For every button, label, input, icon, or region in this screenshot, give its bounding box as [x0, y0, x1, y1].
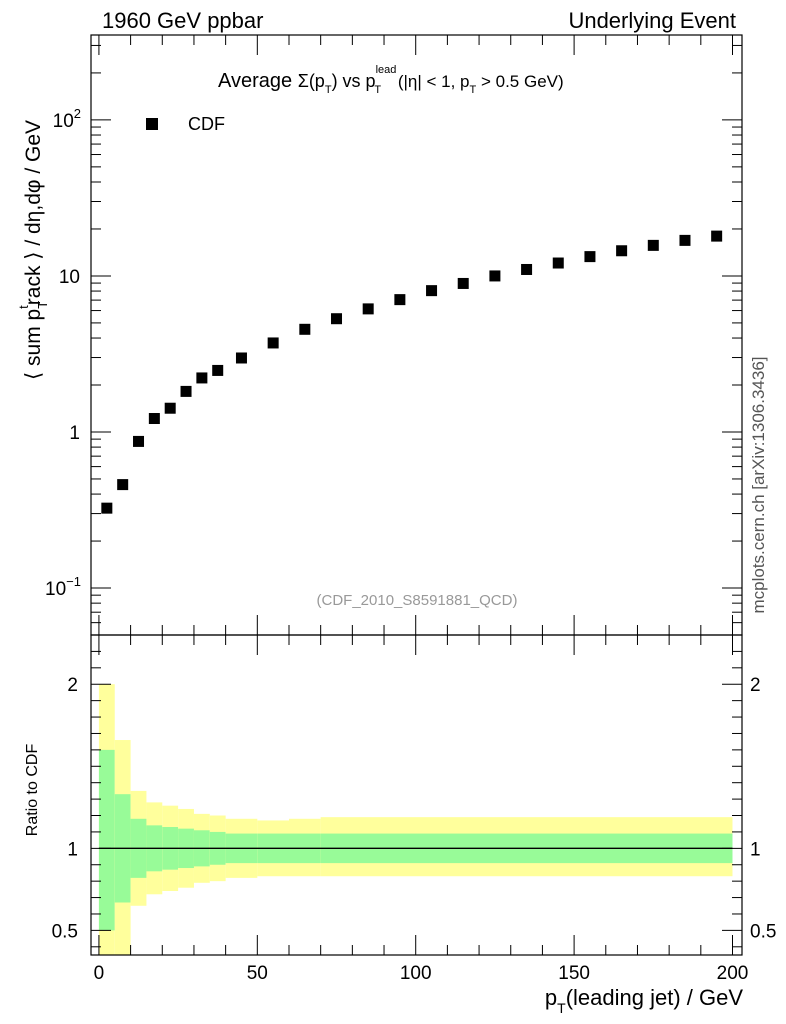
legend-marker	[146, 118, 158, 130]
data-point	[552, 257, 564, 269]
y-tick-label: 10	[59, 267, 80, 288]
data-point	[711, 230, 723, 242]
data-point	[180, 385, 192, 397]
ratio-y-tick-label-right: 0.5	[750, 921, 776, 942]
data-point	[212, 364, 224, 376]
data-point	[117, 479, 129, 491]
title-part-5: lead	[376, 64, 397, 76]
data-point	[521, 263, 533, 275]
data-point	[133, 435, 145, 447]
ratio-panel-frame	[90, 634, 743, 956]
data-point	[101, 502, 113, 514]
ratio-y-tick-label-right: 2	[750, 675, 761, 696]
ylabel-part-c: t	[16, 305, 31, 309]
x-tick-label: 0	[94, 963, 105, 984]
data-point	[164, 402, 176, 414]
data-point	[489, 270, 501, 282]
data-series-cdf	[101, 230, 723, 514]
xlabel-part-b: T	[557, 1000, 566, 1016]
data-point	[394, 294, 406, 306]
title-part-6: T	[374, 84, 381, 96]
y-axis-label: ⟨ sum pTtrack ⟩ / dη,dφ / GeV	[16, 120, 50, 380]
data-point	[331, 313, 343, 325]
data-point	[267, 337, 279, 349]
data-point	[584, 251, 596, 263]
title-part-1: Average	[218, 70, 298, 92]
title-part-9: > 0.5 GeV)	[476, 72, 563, 91]
x-tick-label: 50	[247, 963, 268, 984]
ratio-inner-band	[98, 749, 115, 931]
x-axis-label: pT(leading jet) / GeV	[545, 985, 743, 1016]
tick-marks	[91, 35, 742, 955]
ratio-y-axis-label: Ratio to CDF	[24, 744, 41, 837]
x-tick-label: 100	[400, 963, 432, 984]
y-tick-base: 10	[59, 267, 80, 288]
title-part-8: T	[470, 84, 477, 96]
y-tick-base: 10	[53, 111, 74, 132]
legend-label: CDF	[188, 114, 225, 134]
title-part-7: (|η| < 1, p	[393, 72, 469, 91]
header-right-label: Underlying Event	[568, 8, 736, 33]
data-point	[362, 303, 374, 315]
data-point	[679, 234, 691, 246]
ylabel-part-d: rack ⟩ / dη,dφ / GeV	[22, 120, 45, 305]
y-tick-base: 1	[69, 423, 80, 444]
y-tick-exponent: 2	[74, 106, 81, 121]
title-part-3: T	[325, 84, 332, 96]
y-tick-label: 102	[53, 106, 81, 132]
ratio-y-tick-label-left: 1	[67, 839, 78, 860]
y-tick-label: 10−1	[45, 574, 81, 600]
x-tick-label: 150	[558, 963, 590, 984]
data-point	[299, 323, 311, 335]
data-point	[235, 352, 247, 364]
ylabel-part-a: ⟨ sum p	[22, 309, 45, 380]
plot-title: Average Σ(pT) vs plead T (|η| < 1, pT > 0…	[218, 64, 564, 96]
data-point	[457, 277, 469, 289]
ylabel-part-b: T	[35, 301, 50, 309]
data-point	[148, 413, 160, 425]
data-point	[647, 239, 659, 251]
ratio-y-tick-label-left: 2	[67, 675, 78, 696]
y-tick-label: 1	[69, 423, 80, 444]
side-label: mcplots.cern.ch [arXiv:1306.3436]	[749, 356, 768, 613]
title-part-4: ) vs p	[332, 71, 376, 91]
xlabel-part-c: (leading jet) / GeV	[566, 985, 744, 1010]
ratio-y-tick-label-left: 0.5	[52, 921, 78, 942]
y-tick-exponent: −1	[66, 574, 81, 589]
x-tick-label: 200	[717, 963, 749, 984]
data-point	[616, 245, 628, 257]
header-left-label: 1960 GeV ppbar	[102, 8, 263, 33]
xlabel-part-a: p	[545, 985, 557, 1010]
title-part-2: Σ(p	[298, 71, 325, 91]
y-tick-base: 10	[45, 579, 66, 600]
data-point	[196, 372, 208, 384]
analysis-label: (CDF_2010_S8591881_QCD)	[317, 592, 518, 609]
ratio-y-tick-label-right: 1	[750, 839, 761, 860]
data-point	[426, 285, 438, 297]
ratio-bands	[98, 684, 733, 955]
